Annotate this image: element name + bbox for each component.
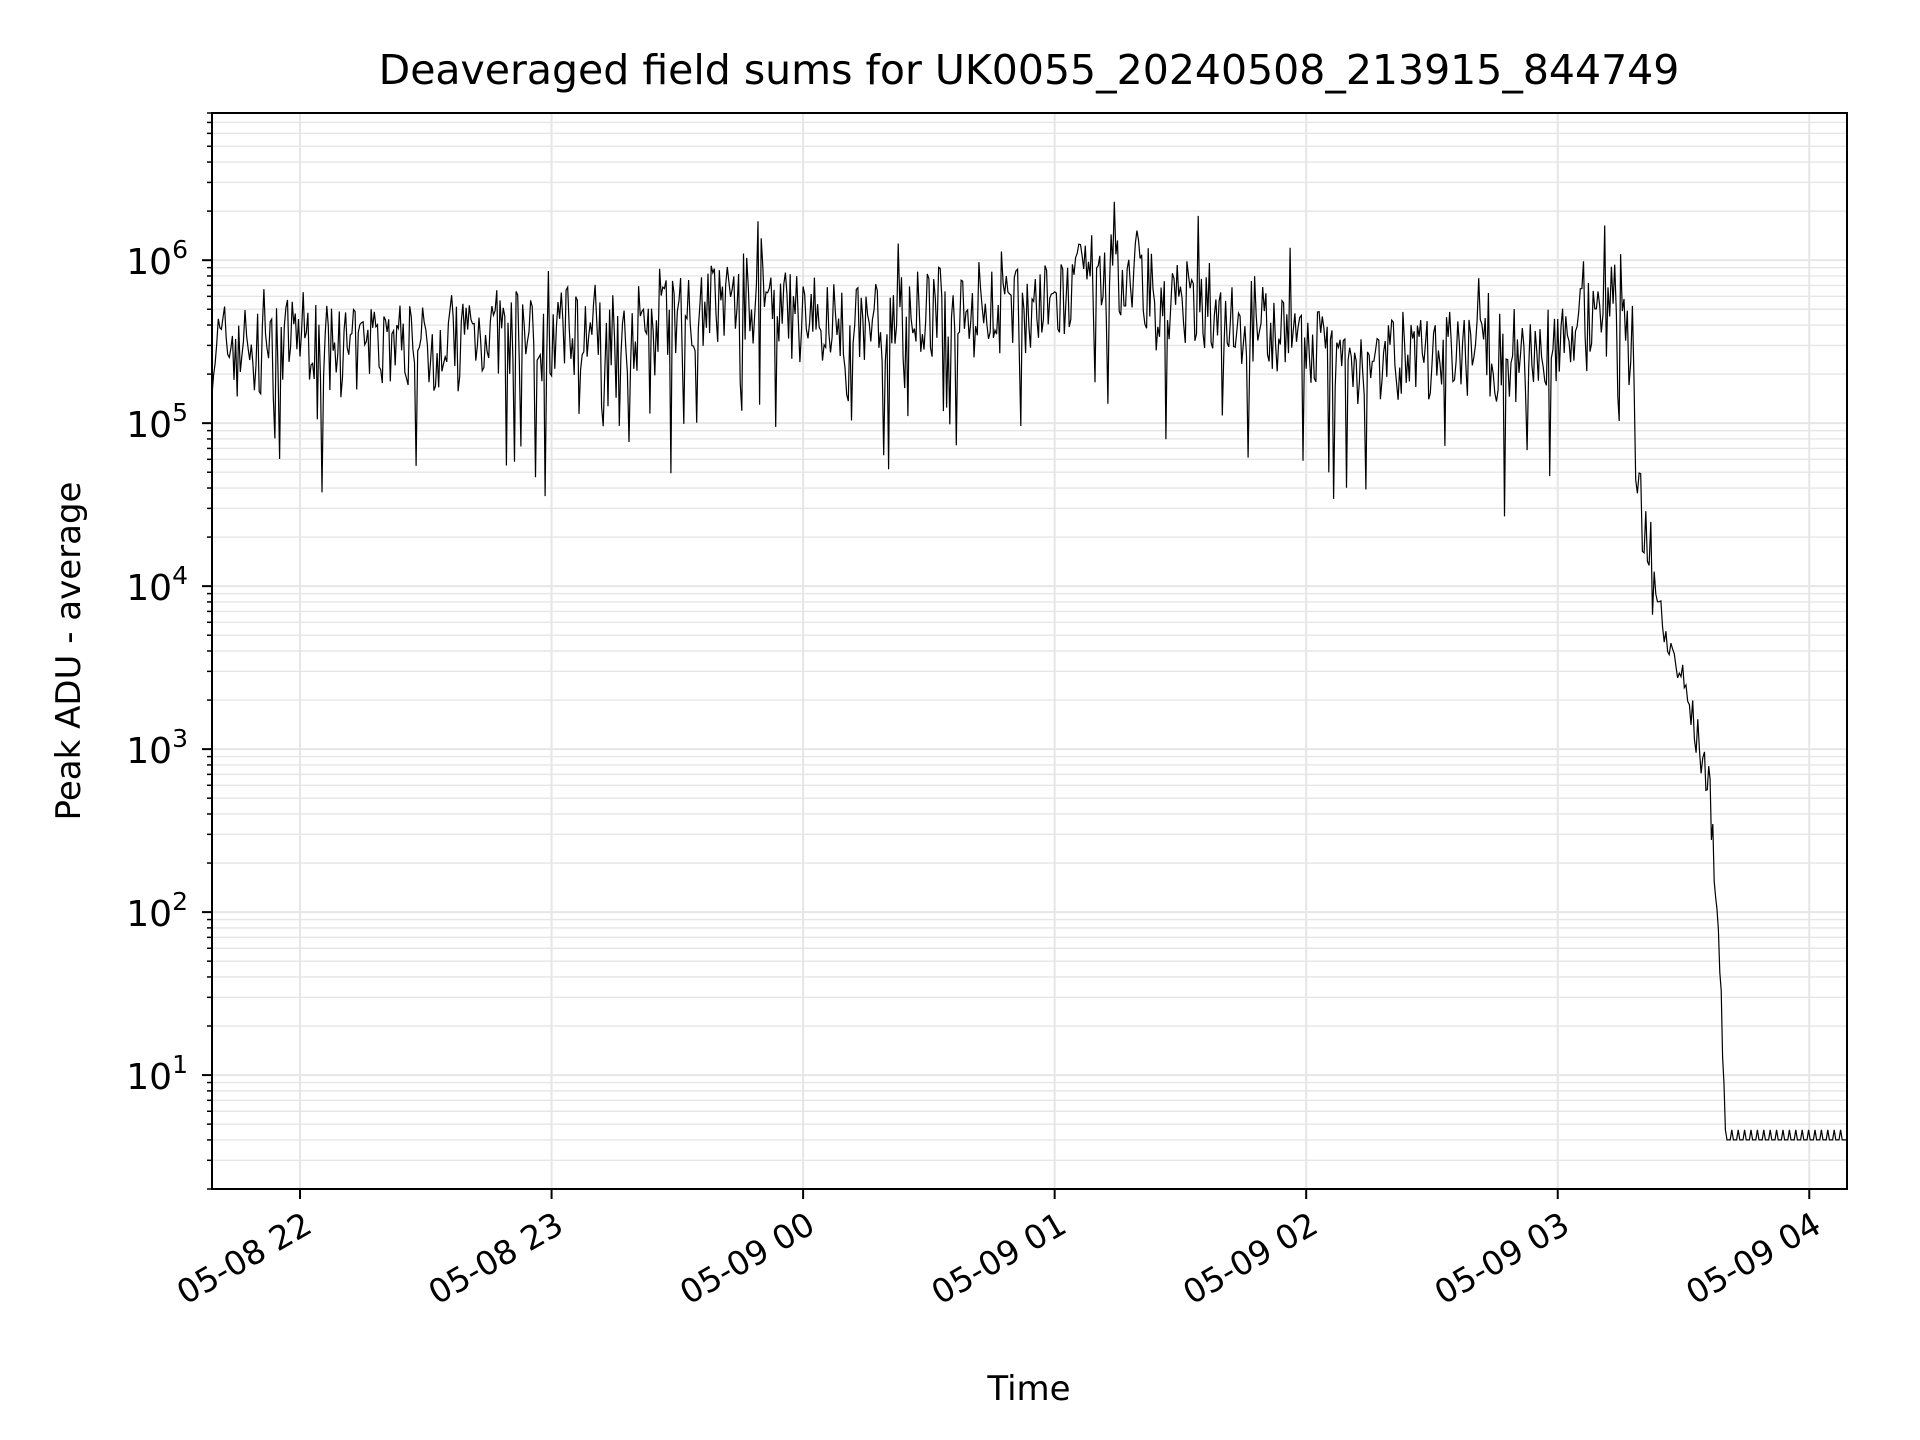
x-tick-label: 05-09 04: [1679, 1204, 1827, 1312]
y-tick-label: 101: [126, 1050, 188, 1098]
y-axis-label: Peak ADU - average: [49, 482, 89, 821]
grid: [212, 112, 1847, 1190]
y-tick-label: 106: [126, 235, 188, 283]
y-tick-exponent: 2: [172, 887, 188, 916]
x-tick-label: 05-09 03: [1428, 1204, 1576, 1312]
y-tick-exponent: 3: [172, 724, 188, 753]
x-tick-label: 05-08 23: [422, 1204, 570, 1312]
y-tick-label: 103: [126, 724, 188, 772]
x-tick-label: 05-09 00: [673, 1204, 821, 1312]
x-tick-label: 05-09 01: [925, 1204, 1073, 1312]
x-axis-label: Time: [986, 1369, 1070, 1409]
y-tick-exponent: 4: [172, 561, 188, 590]
y-tick-base: 10: [126, 894, 172, 935]
y-tick-base: 10: [126, 1057, 172, 1098]
y-tick-label: 102: [126, 887, 188, 935]
y-tick-exponent: 5: [172, 398, 188, 427]
x-tick-label: 05-08 22: [170, 1204, 318, 1312]
y-tick-label: 104: [126, 561, 188, 609]
y-tick-exponent: 6: [172, 235, 188, 264]
series-line: [211, 201, 1847, 1141]
y-tick-base: 10: [126, 568, 172, 609]
y-tick-base: 10: [126, 242, 172, 283]
chart-title: Deaveraged field sums for UK0055_2024050…: [379, 46, 1680, 94]
y-tick-exponent: 1: [172, 1050, 188, 1079]
y-tick-base: 10: [126, 405, 172, 446]
y-tick-label: 105: [126, 398, 188, 446]
x-axis: 05-08 22 05-08 23 05-09 00 05-09 01 05-09 02…: [170, 1189, 1827, 1312]
x-tick-label: 05-09 02: [1176, 1204, 1324, 1312]
y-tick-base: 10: [126, 731, 172, 772]
